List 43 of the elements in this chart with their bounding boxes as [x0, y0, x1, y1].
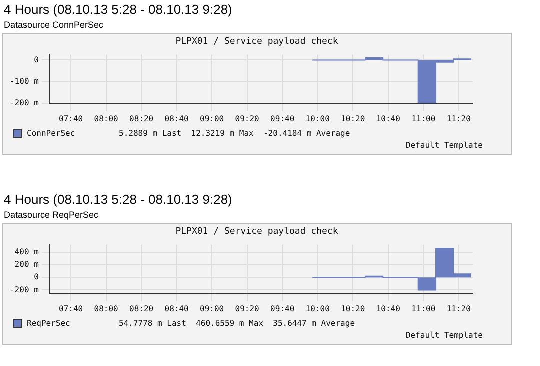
x-tick-label: 09:00 [200, 304, 224, 314]
chart-title: 4 Hours (08.10.13 5:28 - 08.10.13 9:28) [4, 192, 234, 207]
x-tick-label: 10:40 [376, 304, 401, 314]
x-tick-label: 07:40 [59, 304, 84, 314]
x-tick-label: 08:40 [164, 114, 190, 124]
x-tick-label: 09:00 [200, 114, 224, 124]
y-tick-label: -100 m [10, 76, 40, 86]
y-tick-label: 400 m [14, 247, 40, 256]
x-tick-label: 09:40 [270, 304, 295, 314]
x-tick-label: 11:20 [446, 304, 472, 314]
legend-label: ReqPerSec [27, 318, 72, 328]
x-tick-label: 07:40 [59, 114, 84, 124]
x-tick-label: 08:20 [130, 304, 154, 314]
x-tick-label: 10:00 [306, 114, 330, 124]
x-tick-label: 09:20 [235, 304, 260, 314]
text: Default Template [404, 330, 484, 342]
x-tick-label: 08:00 [94, 114, 119, 124]
y-tick-label: 0 [34, 272, 40, 282]
x-tick-label: 10:20 [341, 304, 366, 314]
text: 54.7778 m Last 460.6559 m Max 35.6447 m Average [119, 318, 356, 328]
text: 5.2889 m Last 12.3219 m Max -20.4184 m Average [119, 128, 350, 138]
x-tick-label: 08:40 [164, 304, 190, 314]
chart-subtitle: Datasource ReqPerSec [4, 210, 100, 220]
y-tick-label: -200 m [10, 285, 40, 294]
chart-title: 4 Hours (08.10.13 5:28 - 08.10.13 9:28) [4, 2, 234, 17]
text: Default Template [404, 140, 484, 152]
x-tick-label: 10:20 [341, 114, 366, 124]
legend-label: ConnPerSec [27, 128, 76, 138]
chart-subtitle: Datasource ConnPerSec [4, 20, 105, 30]
x-tick-label: 09:40 [270, 114, 295, 124]
text: PLPX01 / Service payload check [174, 226, 340, 237]
text: PLPX01 / Service payload check [174, 36, 340, 47]
x-tick-label: 10:00 [306, 304, 330, 314]
x-tick-label: 09:20 [235, 114, 260, 124]
y-tick-label: -200 m [10, 98, 40, 108]
x-tick-label: 11:00 [412, 304, 436, 314]
x-tick-label: 08:00 [94, 304, 119, 314]
y-tick-label: 200 m [14, 260, 40, 270]
x-tick-label: 11:00 [412, 114, 436, 124]
x-tick-label: 10:40 [376, 114, 401, 124]
x-tick-label: 08:20 [130, 114, 154, 124]
x-tick-label: 11:20 [446, 114, 472, 124]
y-tick-label: 0 [34, 55, 40, 64]
